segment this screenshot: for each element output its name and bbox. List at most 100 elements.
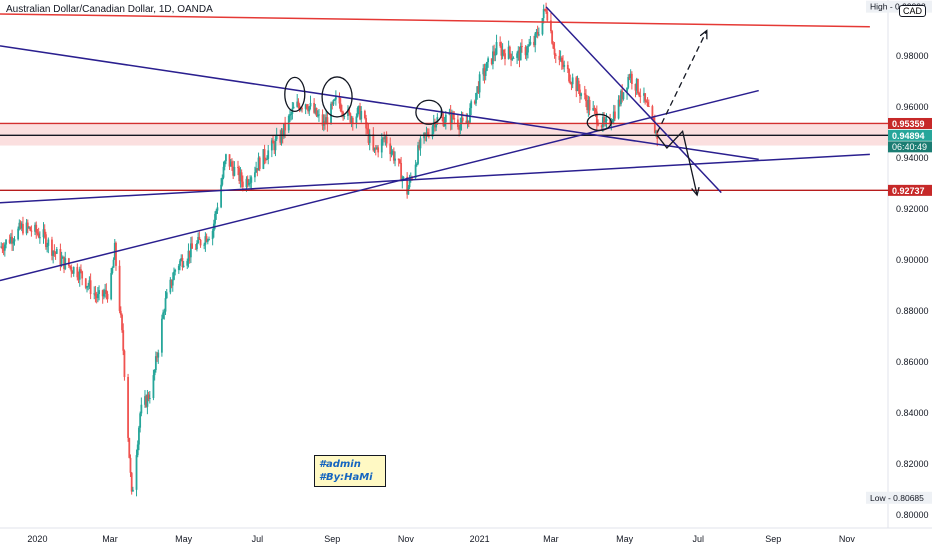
candle-body bbox=[338, 96, 341, 104]
candle-body bbox=[17, 228, 20, 240]
candle-body bbox=[308, 106, 311, 112]
candles-group bbox=[0, 2, 659, 497]
candle-body bbox=[289, 114, 291, 116]
candle-body bbox=[275, 134, 278, 140]
candle-body bbox=[223, 161, 226, 167]
support-trendline bbox=[0, 153, 870, 204]
candle-body bbox=[121, 314, 123, 331]
candle-body bbox=[45, 234, 47, 248]
annotation-note[interactable]: #admin #By:HaMi bbox=[314, 455, 386, 487]
candle-body bbox=[334, 96, 337, 100]
candle-body bbox=[103, 293, 105, 297]
candle-body bbox=[254, 172, 256, 178]
candle-body bbox=[123, 350, 126, 377]
drop-trendline bbox=[545, 6, 722, 194]
candle-body bbox=[237, 166, 239, 169]
candle-body bbox=[255, 168, 258, 173]
candle-body bbox=[516, 53, 518, 58]
level-tag-bg bbox=[888, 117, 932, 129]
candle-body bbox=[431, 126, 434, 137]
candle-body bbox=[229, 161, 232, 167]
countdown-bg bbox=[888, 141, 932, 153]
x-tick-label: Sep bbox=[765, 534, 781, 544]
candle-body bbox=[389, 143, 392, 155]
candle-body bbox=[274, 139, 277, 151]
candle-body bbox=[69, 265, 71, 267]
candle-body bbox=[240, 172, 243, 182]
level-tag-text: 0.95359 bbox=[892, 119, 925, 129]
candle-body bbox=[341, 111, 343, 113]
candle-body bbox=[266, 158, 268, 160]
candle-body bbox=[550, 20, 552, 32]
candle-body bbox=[400, 162, 403, 182]
candle-body bbox=[435, 123, 438, 128]
x-tick-label: May bbox=[175, 534, 193, 544]
candle-body bbox=[267, 150, 270, 159]
candle-body bbox=[194, 248, 197, 250]
candle-body bbox=[373, 147, 376, 151]
candle-body bbox=[626, 87, 628, 93]
candle-body bbox=[257, 157, 260, 171]
candle-body bbox=[131, 489, 134, 492]
candle-body bbox=[644, 93, 647, 101]
note-line: #admin bbox=[319, 459, 361, 470]
candle-body bbox=[385, 136, 388, 144]
candle-body bbox=[487, 58, 489, 63]
candle-body bbox=[272, 140, 274, 144]
candle-body bbox=[366, 128, 369, 130]
circle-mark bbox=[586, 113, 612, 132]
candle-body bbox=[586, 101, 589, 111]
candle-body bbox=[380, 139, 383, 153]
x-tick-label: 2020 bbox=[27, 534, 47, 544]
candle-body bbox=[580, 93, 583, 96]
candle-body bbox=[595, 111, 598, 125]
candle-body bbox=[426, 132, 429, 136]
candle-body bbox=[511, 58, 514, 60]
candle-body bbox=[140, 404, 143, 414]
circle-mark bbox=[321, 76, 353, 118]
ascending-trendline bbox=[0, 89, 759, 282]
currency-badge[interactable]: CAD bbox=[898, 5, 926, 17]
candle-body bbox=[571, 77, 574, 85]
candle-body bbox=[187, 250, 190, 261]
candle-body bbox=[397, 158, 400, 161]
candle-body bbox=[233, 166, 236, 176]
candle-body bbox=[500, 46, 503, 56]
candle-body bbox=[94, 293, 97, 296]
candle-body bbox=[305, 104, 308, 109]
candle-body bbox=[331, 103, 334, 105]
candle-body bbox=[392, 151, 395, 161]
candle-body bbox=[604, 121, 607, 123]
candle-body bbox=[51, 239, 53, 256]
bullish-projection-arrow bbox=[656, 31, 707, 133]
candle-body bbox=[177, 265, 180, 270]
candle-body bbox=[570, 83, 573, 85]
candle-body bbox=[460, 117, 463, 124]
candle-body bbox=[646, 102, 649, 107]
candle-body bbox=[206, 239, 209, 242]
candle-body bbox=[8, 239, 11, 243]
candle-body bbox=[356, 108, 359, 117]
candle-body bbox=[357, 106, 360, 109]
candle-body bbox=[29, 227, 32, 231]
candle-body bbox=[647, 106, 650, 108]
candle-body bbox=[76, 267, 79, 278]
candle-body bbox=[528, 44, 531, 46]
candle-body bbox=[450, 112, 453, 124]
y-tick-label: 0.86000 bbox=[896, 357, 929, 367]
candle-body bbox=[296, 101, 299, 107]
x-tick-label: Mar bbox=[102, 534, 118, 544]
candle-body bbox=[436, 117, 439, 124]
candle-body bbox=[246, 178, 249, 185]
candle-body bbox=[492, 51, 494, 64]
candle-body bbox=[170, 279, 173, 286]
candle-body bbox=[382, 137, 384, 140]
candle-body bbox=[593, 107, 596, 110]
candle-body bbox=[9, 236, 12, 243]
candle-body bbox=[545, 9, 547, 12]
y-tick-label: 0.80000 bbox=[896, 510, 929, 520]
candle-body bbox=[363, 111, 366, 119]
candle-body bbox=[165, 292, 168, 299]
